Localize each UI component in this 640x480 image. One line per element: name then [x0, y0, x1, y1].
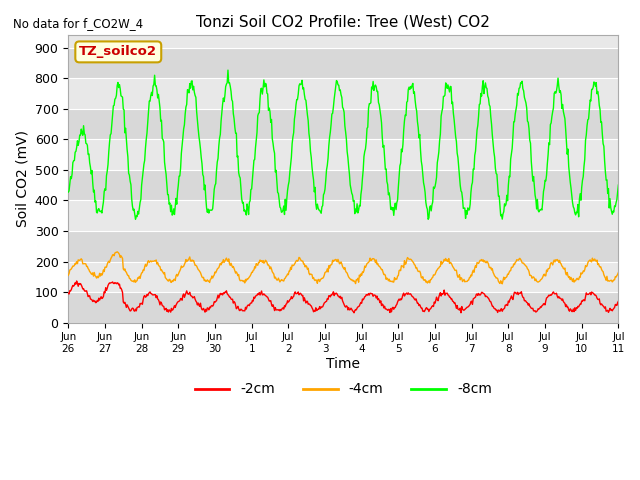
-4cm [113, 249, 121, 255]
-2cm [444, 292, 452, 298]
-8cm [209, 206, 216, 212]
Bar [68, 200, 618, 231]
Bar [68, 48, 618, 78]
-4cm [335, 261, 343, 267]
-4cm [389, 279, 397, 285]
-8cm [614, 182, 622, 188]
Bar [68, 262, 618, 292]
-2cm [614, 299, 622, 304]
Y-axis label: Soil CO2 (mV): Soil CO2 (mV) [15, 131, 29, 228]
-4cm [444, 257, 451, 263]
-8cm [185, 90, 193, 96]
-4cm [186, 254, 193, 260]
-4cm [566, 274, 573, 279]
-2cm [335, 295, 343, 300]
Title: Tonzi Soil CO2 Profile: Tree (West) CO2: Tonzi Soil CO2 Profile: Tree (West) CO2 [196, 15, 490, 30]
Bar [68, 231, 618, 262]
-2cm [350, 310, 358, 316]
Bar [68, 139, 618, 170]
Text: No data for f_CO2W_4: No data for f_CO2W_4 [13, 17, 143, 30]
-8cm [335, 88, 343, 94]
-2cm [73, 278, 81, 284]
Legend: -2cm, -4cm, -8cm: -2cm, -4cm, -8cm [189, 377, 497, 402]
-4cm [614, 270, 622, 276]
Bar [68, 78, 618, 108]
Bar [68, 170, 618, 200]
-8cm [444, 82, 452, 88]
-4cm [499, 281, 506, 287]
-8cm [224, 67, 232, 73]
-2cm [65, 290, 72, 296]
-8cm [389, 204, 397, 210]
-2cm [186, 289, 193, 295]
X-axis label: Time: Time [326, 357, 360, 371]
-8cm [65, 189, 72, 195]
-8cm [424, 216, 432, 222]
Line: -2cm: -2cm [68, 281, 618, 313]
Line: -4cm: -4cm [68, 252, 618, 284]
-4cm [210, 274, 218, 279]
-2cm [210, 302, 218, 308]
-2cm [390, 306, 397, 312]
-4cm [65, 272, 72, 278]
-2cm [566, 308, 573, 314]
Text: TZ_soilco2: TZ_soilco2 [79, 46, 157, 59]
-8cm [566, 172, 573, 178]
Bar [68, 292, 618, 323]
Bar [68, 108, 618, 139]
Line: -8cm: -8cm [68, 70, 618, 219]
